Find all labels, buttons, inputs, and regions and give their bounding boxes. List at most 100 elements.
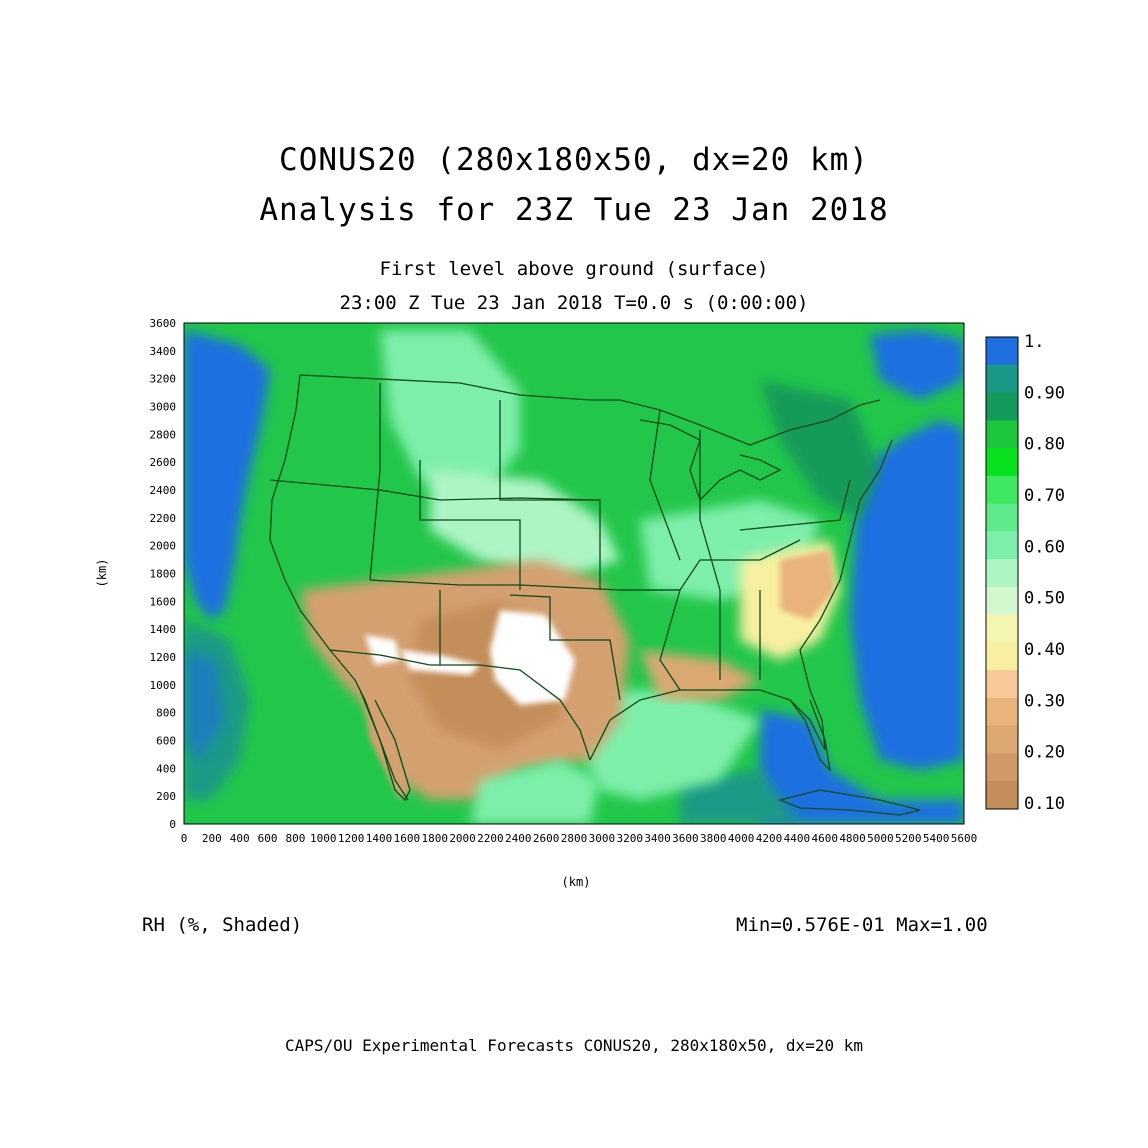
colorbar-swatch (986, 559, 1018, 588)
colorbar-swatch (986, 614, 1018, 643)
x-tick-label: 200 (202, 832, 222, 845)
x-tick-label: 5200 (895, 832, 922, 845)
y-tick-label: 3600 (150, 317, 177, 330)
y-tick-label: 1000 (150, 679, 177, 692)
state-line-11 (659, 589, 681, 691)
colorbar-swatch (986, 392, 1018, 421)
colorbar-swatch (986, 448, 1018, 477)
x-tick-label: 1200 (338, 832, 365, 845)
colorbar-swatch (986, 337, 1018, 366)
y-tick-label: 600 (156, 735, 176, 748)
state-line-4 (419, 460, 521, 590)
northeast-ocean-blue (870, 330, 964, 400)
state-line-8 (620, 539, 801, 591)
colorbar-label: 0.80 (1024, 435, 1065, 455)
state-line-5 (499, 400, 601, 590)
colorbar-swatch (986, 725, 1018, 754)
colorbar-swatch (986, 364, 1018, 394)
y-tick-label: 200 (156, 790, 176, 803)
carolinas-dry (780, 550, 835, 620)
pacific-southwest-blue (184, 650, 225, 760)
y-tick-label: 0 (169, 818, 176, 831)
state-line-9 (649, 409, 681, 561)
y-tick-label: 2200 (150, 512, 177, 525)
florida (789, 699, 831, 772)
y-tick-label: 1800 (150, 568, 177, 581)
colorbar-swatch (986, 697, 1018, 727)
colorbar-label: 0.50 (1024, 589, 1065, 609)
credit-footer: CAPS/OU Experimental Forecasts CONUS20, … (285, 1036, 863, 1055)
x-tick-label: 3600 (672, 832, 699, 845)
colorbar-swatch (986, 781, 1018, 810)
map-frame (183, 322, 965, 825)
state-line-10 (699, 430, 721, 591)
colorbar-label: 0.10 (1024, 794, 1065, 814)
x-tick-label: 3400 (644, 832, 671, 845)
colorbar: 1. 0.90 0.80 0.70 0.60 0.50 0.40 0.30 0.20 0.10 (985, 332, 1065, 814)
x-tick-label: 1800 (421, 832, 448, 845)
colorbar-swatch (986, 753, 1018, 782)
x-tick-label: 1000 (310, 832, 337, 845)
y-tick-label: 400 (156, 762, 176, 775)
x-tick-label: 3000 (589, 832, 616, 845)
us-mexico-border (329, 649, 591, 761)
x-tick-label: 400 (230, 832, 250, 845)
northern-plains-mid (380, 330, 520, 500)
colorbar-swatch (986, 642, 1018, 671)
y-tick-label: 3200 (150, 373, 177, 386)
x-tick-label: 1600 (394, 832, 421, 845)
state-line-14 (739, 479, 851, 531)
great-plains-light (430, 470, 620, 580)
colorbar-swatch (986, 586, 1018, 616)
x-tick-label: 4800 (839, 832, 866, 845)
colorbar-label: 0.40 (1024, 640, 1065, 660)
x-tick-label: 2400 (505, 832, 532, 845)
colorbar-swatch (986, 670, 1018, 699)
x-tick-label: 4000 (728, 832, 755, 845)
x-tick-label: 1400 (366, 832, 393, 845)
x-tick-label: 2800 (561, 832, 588, 845)
x-tick-label: 4400 (784, 832, 811, 845)
map-title-line2: Analysis for 23Z Tue 23 Jan 2018 (259, 192, 889, 228)
x-axis-label: (km) (562, 875, 591, 889)
baja-dry (360, 680, 410, 800)
map-title-line1: CONUS20 (280x180x50, dx=20 km) (279, 142, 869, 178)
colorbar-swatch (986, 475, 1018, 505)
y-tick-label: 800 (156, 707, 176, 720)
x-tick-label: 5000 (867, 832, 894, 845)
y-tick-label: 2000 (150, 540, 177, 553)
state-line-1 (369, 383, 381, 581)
pacific-ocean-dry (184, 330, 270, 620)
caribbean-teal (680, 770, 800, 824)
y-tick-label: 1600 (150, 595, 177, 608)
colorbar-swatch (986, 503, 1018, 532)
x-tick-label: 0 (181, 832, 188, 845)
y-tick-label: 2800 (150, 428, 177, 441)
x-tick-label: 4200 (756, 832, 783, 845)
northeast-moist-band (760, 380, 880, 520)
y-tick-label: 2600 (150, 456, 177, 469)
gulf-light-green (580, 690, 760, 800)
y-tick-label: 1400 (150, 623, 177, 636)
y-axis-label: (km) (95, 559, 109, 588)
x-tick-label: 800 (285, 832, 305, 845)
colorbar-label: 0.30 (1024, 691, 1065, 711)
x-axis-ticks: 0 200 400 600 800 1000 1200 1400 1600 1800 2000 220… (181, 832, 978, 845)
x-tick-label: 3800 (700, 832, 727, 845)
cuba (777, 789, 921, 816)
colorbar-swatch (986, 420, 1018, 449)
x-tick-label: 5400 (923, 832, 950, 845)
baja-peninsula (359, 689, 411, 802)
colorbar-frame (985, 336, 1019, 810)
atlantic-ocean-dry (850, 420, 964, 770)
rh-field (184, 323, 964, 824)
y-tick-label: 3400 (150, 345, 177, 358)
state-line-7 (509, 594, 621, 701)
colorbar-label: 0.70 (1024, 486, 1065, 506)
level-label: First level above ground (surface) (379, 258, 769, 280)
x-tick-label: 600 (258, 832, 278, 845)
x-tick-label: 2200 (477, 832, 504, 845)
colorbar-label: 0.20 (1024, 743, 1065, 763)
x-tick-label: 2000 (449, 832, 476, 845)
